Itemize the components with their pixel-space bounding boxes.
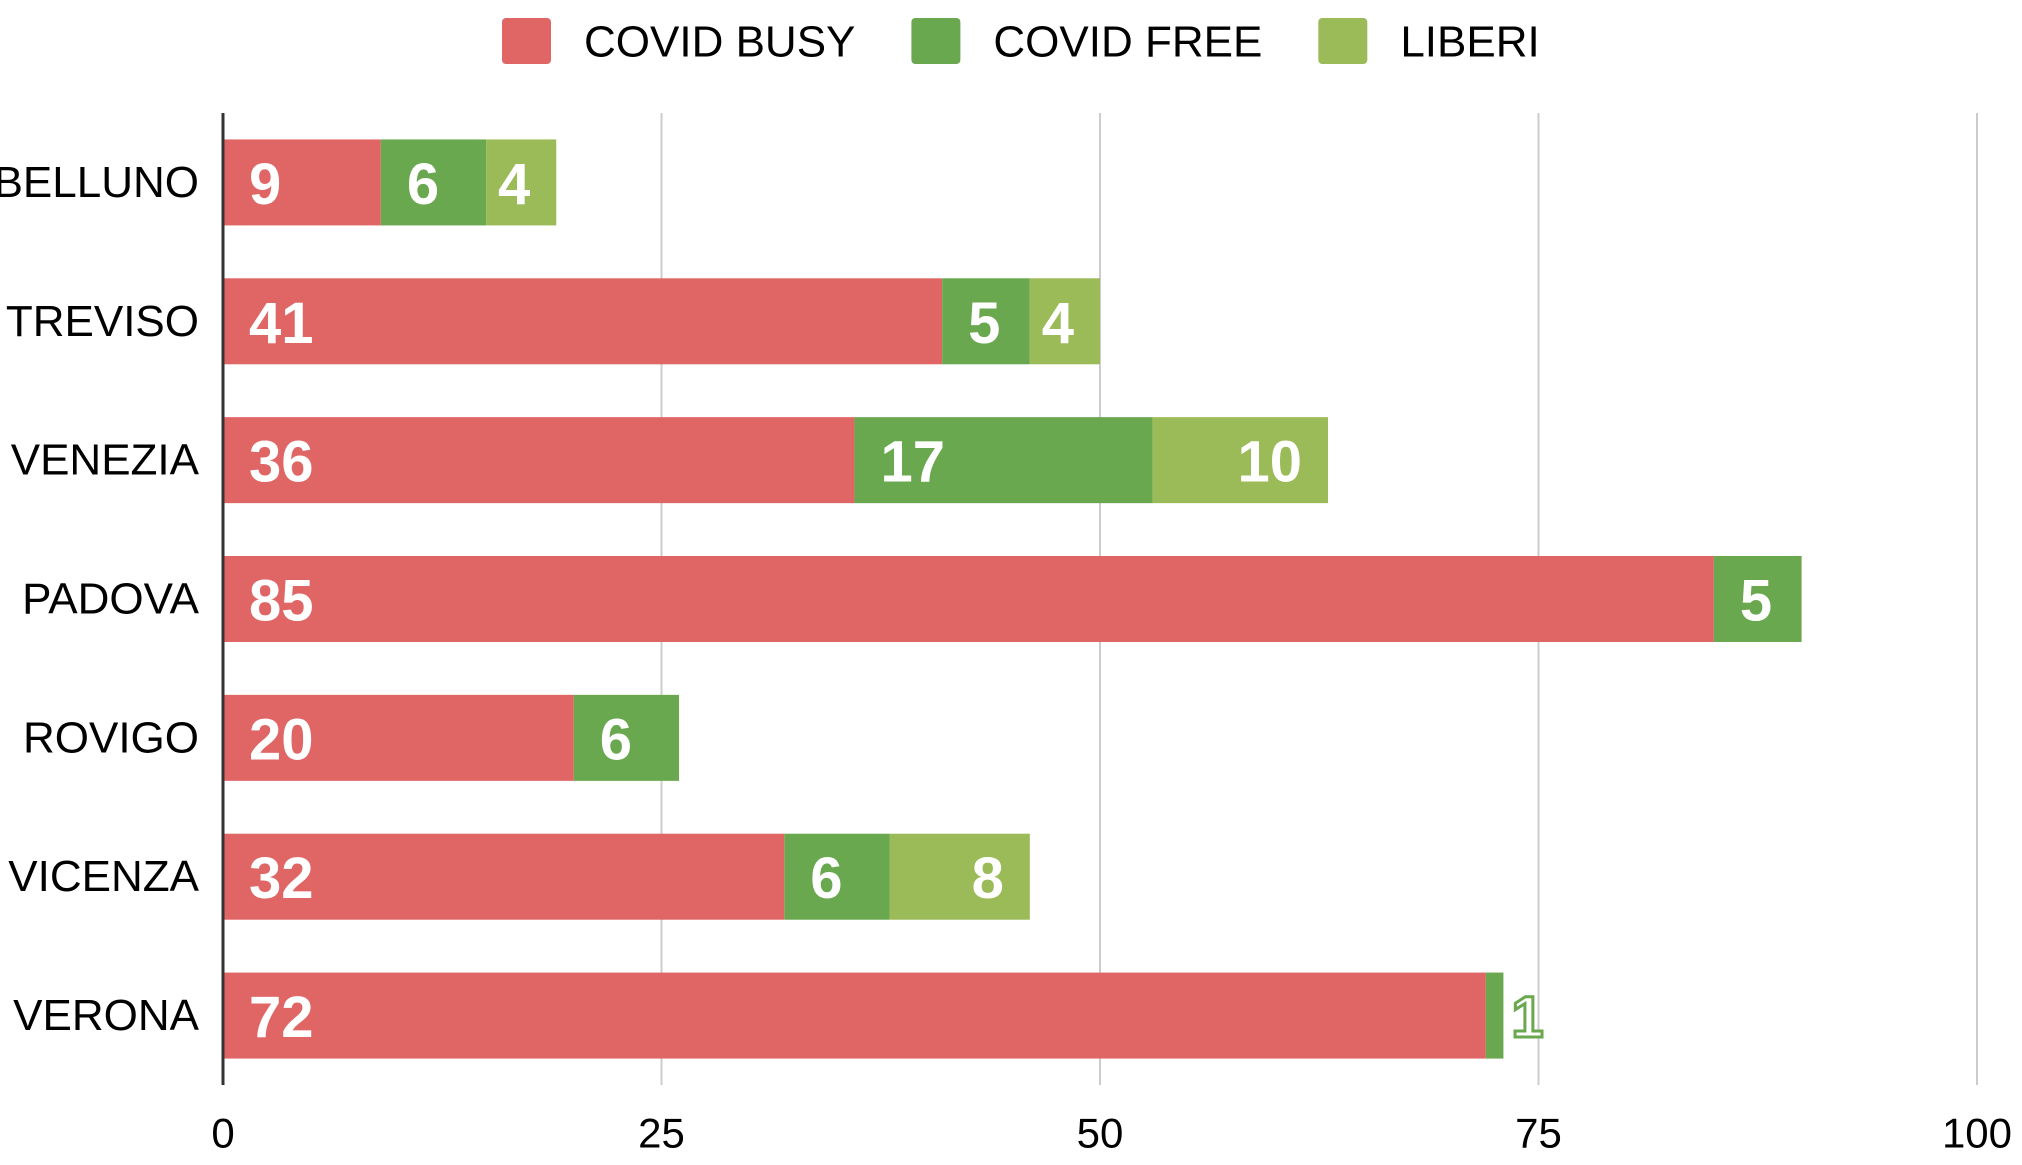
bar-segment bbox=[223, 694, 574, 781]
x-tick-label: 75 bbox=[1515, 1110, 1562, 1157]
legend-swatch bbox=[1318, 18, 1368, 64]
value-label: 1 bbox=[1511, 985, 1543, 1050]
y-tick-label: VENEZIA bbox=[11, 436, 200, 485]
legend-label: COVID BUSY bbox=[584, 18, 855, 67]
value-label: 5 bbox=[1740, 569, 1772, 634]
x-tick-label: 50 bbox=[1077, 1110, 1124, 1157]
y-tick-label: TREVISO bbox=[6, 297, 199, 346]
y-tick-label: BELLUNO bbox=[0, 158, 199, 207]
value-label: 32 bbox=[249, 846, 314, 911]
bar-segment bbox=[1152, 417, 1329, 504]
value-label: 8 bbox=[972, 846, 1004, 911]
bar-segment bbox=[573, 694, 680, 781]
bar-segment bbox=[223, 556, 1714, 642]
x-tick-label: 0 bbox=[211, 1110, 234, 1157]
legend-label: LIBERI bbox=[1400, 18, 1539, 67]
value-label: 4 bbox=[1042, 291, 1074, 356]
bar-segment bbox=[854, 417, 1153, 504]
bar-segment bbox=[380, 139, 487, 226]
value-label: 9 bbox=[249, 152, 281, 217]
bar-segment bbox=[784, 833, 890, 920]
value-label: 41 bbox=[249, 291, 314, 356]
bar-segment bbox=[223, 417, 855, 504]
value-label: 6 bbox=[600, 707, 632, 772]
bar-segment bbox=[1485, 972, 1504, 1059]
value-label: 6 bbox=[407, 152, 439, 217]
value-label: 72 bbox=[249, 985, 314, 1050]
value-label: 17 bbox=[880, 430, 945, 495]
bar-segment bbox=[1713, 556, 1802, 642]
bar-segment bbox=[942, 278, 1030, 365]
legend-swatch bbox=[911, 18, 961, 64]
bar-segment bbox=[223, 139, 381, 226]
bar-segment bbox=[889, 833, 1030, 920]
value-label: 10 bbox=[1238, 430, 1303, 495]
y-tick-label: PADOVA bbox=[22, 575, 200, 624]
value-label: 85 bbox=[249, 569, 314, 634]
y-tick-label: VICENZA bbox=[8, 852, 199, 901]
value-label: 6 bbox=[810, 846, 842, 911]
legend-label: COVID FREE bbox=[993, 18, 1262, 67]
value-label: 5 bbox=[968, 291, 1000, 356]
bar-segment bbox=[223, 972, 1486, 1059]
x-tick-label: 100 bbox=[1942, 1110, 2012, 1157]
value-label: 20 bbox=[249, 707, 314, 772]
x-tick-label: 25 bbox=[638, 1110, 685, 1157]
bar-segment bbox=[1029, 278, 1100, 365]
y-tick-label: VERONA bbox=[13, 991, 199, 1040]
bar-segment bbox=[223, 833, 785, 920]
y-tick-label: ROVIGO bbox=[23, 713, 199, 762]
value-label: 4 bbox=[498, 152, 530, 217]
bar-segment bbox=[223, 278, 943, 365]
legend-swatch bbox=[502, 18, 551, 64]
bar-segment bbox=[486, 139, 557, 226]
value-label: 36 bbox=[249, 430, 314, 495]
